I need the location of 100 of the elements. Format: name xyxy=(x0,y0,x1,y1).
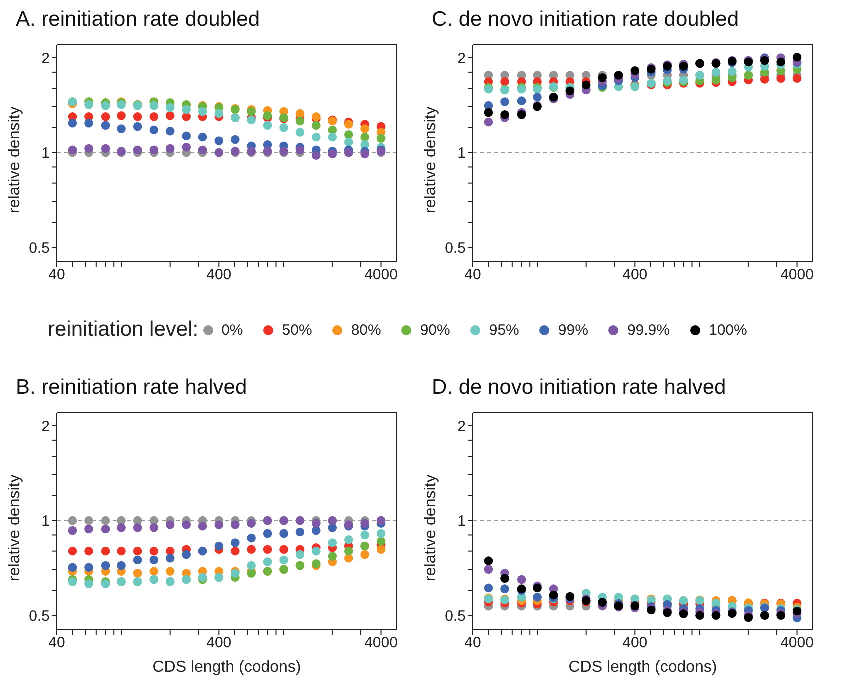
point xyxy=(484,118,494,127)
y-axis-title: relative density xyxy=(6,474,24,582)
point xyxy=(484,108,494,118)
point xyxy=(117,124,126,134)
point xyxy=(117,561,126,570)
point xyxy=(360,150,370,159)
point xyxy=(84,100,94,110)
point xyxy=(712,68,721,77)
point xyxy=(312,519,321,528)
point xyxy=(133,112,142,122)
point xyxy=(101,121,110,130)
y-tick-label: 2 xyxy=(458,418,466,436)
point xyxy=(150,523,159,532)
point xyxy=(312,546,321,556)
point xyxy=(312,121,321,130)
point xyxy=(312,132,321,142)
point xyxy=(150,567,159,576)
x-tick-label: 40 xyxy=(464,266,482,284)
x-tick-label: 400 xyxy=(206,634,232,652)
point xyxy=(247,519,256,528)
point xyxy=(166,520,175,530)
point xyxy=(101,112,110,122)
point xyxy=(84,524,94,534)
point xyxy=(133,122,142,132)
point xyxy=(101,524,110,534)
y-tick-label: 0.5 xyxy=(29,240,50,257)
point xyxy=(792,74,802,84)
point xyxy=(344,546,354,556)
point xyxy=(296,116,305,126)
y-tick-label: 0.5 xyxy=(445,608,466,625)
point xyxy=(84,580,94,588)
x-tick-label: 40 xyxy=(48,266,66,284)
point xyxy=(312,151,321,160)
point xyxy=(166,103,175,112)
point xyxy=(133,556,142,565)
chart-title: C. de novo initiation rate doubled xyxy=(432,8,740,33)
point xyxy=(776,58,786,67)
chart-title: B. reinitiation rate halved xyxy=(16,376,248,401)
point xyxy=(214,109,224,118)
point xyxy=(312,526,321,536)
point xyxy=(101,580,110,588)
point xyxy=(376,545,386,554)
point xyxy=(263,121,272,130)
point xyxy=(280,556,288,565)
point xyxy=(166,144,175,154)
point xyxy=(101,101,110,110)
point xyxy=(360,124,370,134)
point xyxy=(182,105,192,114)
point xyxy=(214,136,224,146)
point xyxy=(344,138,354,147)
y-tick-label: 1 xyxy=(458,513,466,530)
point xyxy=(68,526,78,536)
point xyxy=(344,120,354,129)
point xyxy=(133,569,142,578)
point xyxy=(679,62,688,71)
point xyxy=(214,542,224,551)
point xyxy=(247,545,256,554)
legend-label: 100% xyxy=(708,322,748,338)
point xyxy=(231,546,240,556)
point xyxy=(744,613,754,622)
y-tick-label: 1 xyxy=(42,513,50,530)
point xyxy=(328,552,338,561)
point xyxy=(68,119,78,128)
x-tick-label: 400 xyxy=(622,634,648,652)
y-axis-title: relative density xyxy=(422,106,440,214)
point xyxy=(280,545,288,554)
chart-title: A. reinitiation rate doubled xyxy=(16,8,261,33)
point xyxy=(296,550,305,560)
legend-label: 99.9% xyxy=(627,322,670,338)
point xyxy=(549,590,558,600)
point xyxy=(166,111,175,120)
point xyxy=(500,77,510,86)
x-tick-label: 40 xyxy=(464,634,482,652)
point xyxy=(101,516,110,526)
point xyxy=(280,123,288,132)
legend-label: 80% xyxy=(351,322,382,338)
point xyxy=(263,529,272,538)
point xyxy=(712,76,721,85)
point xyxy=(150,146,159,155)
point xyxy=(500,574,510,584)
point xyxy=(166,554,175,563)
point xyxy=(696,611,704,620)
point xyxy=(328,150,338,159)
point xyxy=(68,146,78,155)
point xyxy=(182,550,192,560)
chart-title: D. de novo initiation rate halved xyxy=(432,376,728,401)
point xyxy=(630,66,640,76)
point xyxy=(150,546,159,556)
point xyxy=(792,52,802,62)
point xyxy=(776,74,786,84)
x-tick-label: 40 xyxy=(48,634,66,652)
point xyxy=(247,534,256,543)
point xyxy=(500,584,510,594)
point xyxy=(101,561,110,570)
point xyxy=(280,529,288,538)
point xyxy=(182,132,192,140)
point xyxy=(150,112,159,122)
legend-label: 90% xyxy=(420,322,450,338)
point xyxy=(117,111,126,120)
legend-title: reinitiation level: xyxy=(48,318,199,342)
